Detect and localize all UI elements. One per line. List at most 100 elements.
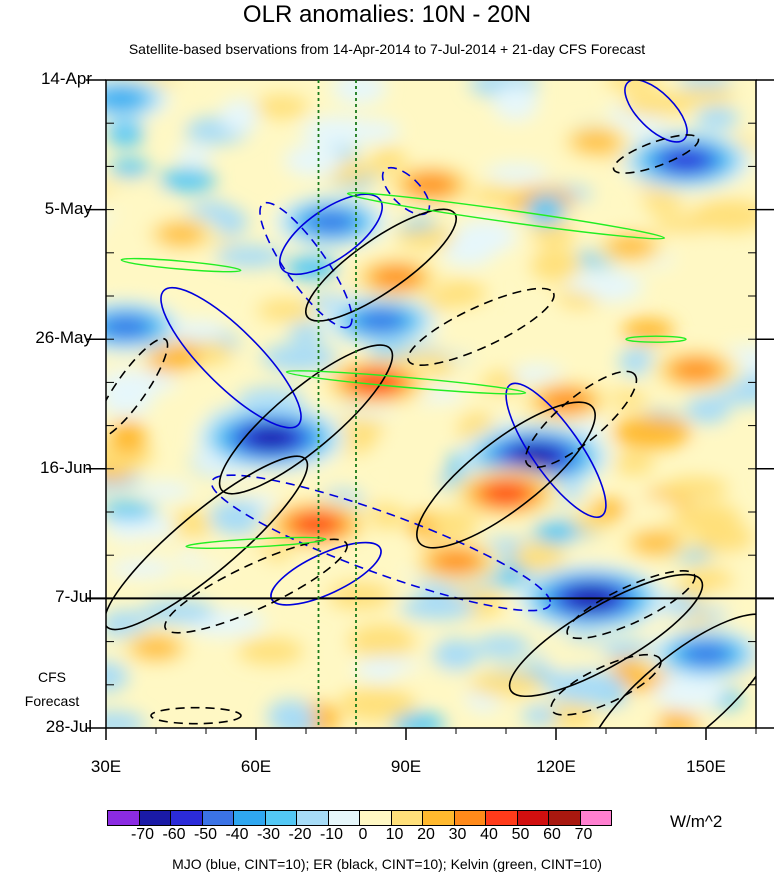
er-contour [218,344,394,495]
field-cell [159,168,217,193]
y-tick-label: 5-May [44,198,92,218]
kelvin-contour [625,335,687,343]
plot-frame [105,79,757,729]
field-cell [559,292,597,309]
er-contour [150,706,242,725]
colorbar-label: -30 [256,826,281,843]
colorbar-swatch [485,810,518,826]
colorbar-label: -60 [162,826,186,843]
field-cell [139,599,216,624]
colorbar-label: -70 [130,826,155,843]
field-cell [653,674,726,711]
colorbar-label: 40 [480,826,498,843]
colorbar-label: -10 [319,826,344,843]
colorbar-label: 0 [358,826,368,843]
field-cell [106,661,129,692]
olr-anomaly-field [106,80,756,728]
er-contour [566,569,696,640]
field-cell [106,182,169,216]
field-cell [684,395,731,424]
field-cell [172,508,210,543]
colorbar-unit: W/m^2 [670,812,723,831]
field-cell [108,559,176,578]
field-cell [622,318,675,343]
colorbar-swatch [390,810,423,826]
plot-axes [86,79,774,740]
field-cell [237,638,304,665]
field-core [513,445,559,468]
field-cell [347,120,400,143]
y-tick-label: 28-Jul [45,717,92,736]
forecast-label: CFS Forecast [12,665,92,713]
y-tick-label: 7-Jul [55,587,92,607]
er-contour [550,653,662,716]
colorbar-label: 10 [385,826,404,843]
field-core [573,130,619,153]
er-contour [407,287,555,367]
field-core [106,87,144,110]
er-contour [508,573,704,698]
field-cell [677,80,732,90]
colorbar-swatch [453,810,486,826]
field-cell [683,523,756,554]
colorbar-swatch [170,810,203,826]
colorbar-swatch [548,810,581,826]
field-cell [399,594,476,620]
field-cell [267,699,315,728]
er-contour [524,370,638,469]
field-core [308,210,354,233]
colorbar-swatch [579,810,612,826]
mjo-contour [505,382,607,519]
x-tick-label: 60E [240,757,272,776]
field-cell [590,499,628,518]
er-contour [612,134,700,174]
colorbar-label: 50 [511,826,530,843]
field-cell [326,581,394,610]
field-core [483,482,529,505]
y-tick-label: 16-Jun [40,457,92,477]
colorbar-label: 70 [574,826,593,843]
field-cell [189,545,270,567]
field-cell [432,638,479,671]
field-cell [177,320,226,340]
field-cell [442,238,495,267]
colorbar-swatch [264,810,297,826]
field-cell [612,452,655,475]
colorbar-label: -40 [225,826,249,843]
contour-legend: MJO (blue, CINT=10); ER (black, CINT=10)… [172,856,602,872]
er-contour [164,538,348,634]
er-contour [304,208,458,322]
colorbar-swatch [327,810,360,826]
colorbar-label: -50 [193,826,218,843]
er-contour [106,337,169,440]
field-cell [254,95,309,119]
field-cell [562,535,627,566]
colorbar-swatch [296,810,329,826]
field-cell [331,80,387,104]
field-core [248,426,294,449]
field-core [358,309,404,332]
kelvin-contour [120,257,242,273]
field-cell [106,711,146,728]
field-core [353,371,399,394]
field-cell [428,509,480,539]
colorbar-swatch [138,810,171,826]
kelvin-contour [346,192,666,240]
field-cell [137,481,194,500]
field-cell [497,124,575,141]
field-cell [220,99,259,133]
mjo-contour [160,286,302,429]
field-cell [376,427,418,448]
chart-title: OLR anomalies: 10N - 20N [242,1,532,28]
mjo-contour [259,201,353,329]
field-core [433,550,479,573]
x-tick-label: 30E [90,757,122,776]
kelvin-contour [185,536,327,549]
field-core [543,389,589,412]
colorbar-labels: -70 -60 -50 -40 -30 -20 -10 0 10 20 30 40 50 60 70 [108,826,648,846]
colorbar-label: 20 [417,826,435,843]
colorbar-swatch [107,810,140,826]
field-core [373,266,419,289]
colorbar-swatch [422,810,455,826]
